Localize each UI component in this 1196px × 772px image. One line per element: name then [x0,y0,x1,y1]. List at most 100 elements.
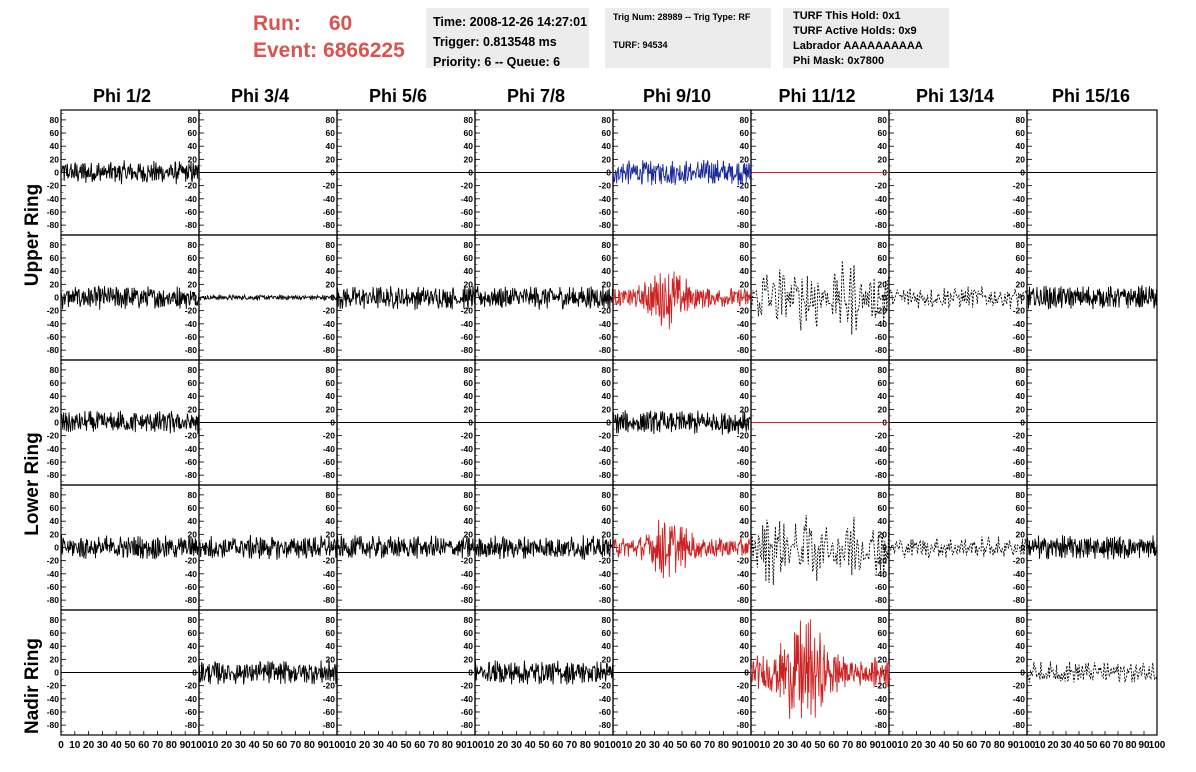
y-tick-label: 60 [602,503,612,513]
y-tick-label: -40 [1013,194,1026,204]
y-tick-label: 40 [602,516,612,526]
x-tick-label: 60 [966,740,978,751]
y-tick-label: 80 [326,490,336,500]
y-tick-label: 80 [602,490,612,500]
trigger-info-box: Trig Num: 28989 -- Trig Type: RF TURF: 9… [605,8,771,68]
y-tick-label: 80 [50,490,60,500]
y-tick-label: 0 [468,293,473,303]
y-tick-label: 40 [602,391,612,401]
x-tick-label: 40 [663,740,675,751]
y-tick-label: 80 [602,365,612,375]
y-tick-label: -20 [1013,556,1026,566]
y-tick-label: -80 [599,470,612,480]
y-tick-label: 80 [464,365,474,375]
y-tick-label: 20 [188,154,198,164]
y-tick-label: 40 [1016,266,1026,276]
y-tick-label: -20 [185,181,198,191]
y-tick-label: 40 [188,391,198,401]
y-tick-label: 60 [1016,378,1026,388]
x-tick-label: 90 [180,740,192,751]
y-tick-label: 60 [326,378,336,388]
y-tick-label: -60 [461,457,474,467]
y-tick-label: -20 [875,556,888,566]
y-tick-label: 60 [878,253,888,263]
y-tick-label: -20 [461,306,474,316]
y-tick-label: 0 [1020,543,1025,553]
y-tick-label: 0 [54,418,59,428]
col-title-4: Phi 7/8 [506,86,566,106]
y-tick-label: -80 [47,720,60,730]
y-tick-label: -60 [1013,332,1026,342]
x-tick-label: 50 [676,740,688,751]
y-tick-label: 40 [602,141,612,151]
y-tick-label: 60 [878,628,888,638]
y-tick-label: -40 [47,569,60,579]
x-tick-label: 60 [552,740,564,751]
y-tick-label: -80 [185,220,198,230]
y-tick-label: -40 [461,319,474,329]
y-tick-label: 20 [326,654,336,664]
y-tick-label: 80 [878,490,888,500]
y-tick-label: -80 [461,220,474,230]
x-tick-label: 90 [594,740,606,751]
y-tick-label: 0 [882,293,887,303]
y-tick-label: -80 [1013,595,1026,605]
x-tick-label: 90 [870,740,882,751]
x-tick-label: 70 [980,740,992,751]
y-tick-label: -40 [323,319,336,329]
waveform-trace [60,410,200,435]
y-tick-label: 60 [188,128,198,138]
y-tick-label: -80 [737,720,750,730]
x-tick-label: 60 [276,740,288,751]
y-tick-label: -20 [875,431,888,441]
y-tick-label: -60 [737,332,750,342]
waveform-trace [612,159,752,186]
y-tick-label: -60 [875,582,888,592]
y-tick-label: 40 [188,266,198,276]
y-tick-label: -20 [875,306,888,316]
y-tick-label: 20 [602,404,612,414]
y-tick-label: 20 [602,154,612,164]
y-tick-label: -20 [599,556,612,566]
x-tick-label: 90 [732,740,744,751]
y-tick-label: 80 [50,615,60,625]
y-tick-label: -20 [599,681,612,691]
y-tick-label: -80 [737,220,750,230]
waveform-trace [1026,285,1158,310]
y-tick-label: -60 [47,332,60,342]
y-tick-label: 80 [1016,490,1026,500]
y-tick-label: -40 [599,444,612,454]
y-tick-label: -80 [599,595,612,605]
y-tick-label: 20 [326,154,336,164]
y-tick-label: -40 [185,569,198,579]
y-tick-label: 60 [1016,128,1026,138]
x-tick-label: 30 [97,740,109,751]
phi-mask-text: Phi Mask: 0x7800 [793,55,885,67]
y-tick-label: 80 [740,490,750,500]
y-tick-label: -40 [461,194,474,204]
y-tick-label: 40 [740,516,750,526]
y-tick-label: -60 [599,207,612,217]
x-tick-label: 60 [414,740,426,751]
x-tick-label: 40 [249,740,261,751]
x-tick-label: 50 [400,740,412,751]
x-tick-label: 60 [828,740,840,751]
y-tick-label: 80 [188,365,198,375]
y-tick-label: -60 [461,207,474,217]
y-tick-label: 40 [740,141,750,151]
y-tick-label: -40 [323,694,336,704]
y-tick-label: 80 [740,615,750,625]
waveform-trace [1026,535,1158,561]
y-tick-label: 20 [464,529,474,539]
x-tick-label: 20 [221,740,233,751]
y-tick-label: -80 [323,595,336,605]
y-tick-label: -20 [737,556,750,566]
turf-info-box: TURF This Hold: 0x1 TURF Active Holds: 0… [783,8,949,68]
y-tick-label: -40 [185,194,198,204]
x-tick-label: 80 [166,740,178,751]
y-tick-label: -60 [323,457,336,467]
y-tick-label: -20 [185,556,198,566]
y-tick-label: -20 [737,431,750,441]
trig-num-text: Trig Num: 28989 -- Trig Type: RF [613,12,751,22]
y-tick-label: -60 [461,332,474,342]
